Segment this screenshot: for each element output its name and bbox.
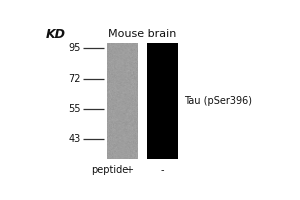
Text: KD: KD bbox=[46, 28, 66, 41]
Text: peptide: peptide bbox=[91, 165, 128, 175]
Text: +: + bbox=[125, 165, 133, 175]
Text: 55: 55 bbox=[68, 104, 80, 114]
Text: Mouse brain: Mouse brain bbox=[108, 29, 176, 39]
Text: 43: 43 bbox=[68, 134, 80, 144]
Text: Tau (pSer396): Tau (pSer396) bbox=[184, 96, 252, 106]
Text: -: - bbox=[160, 165, 164, 175]
Text: 72: 72 bbox=[68, 74, 80, 84]
Text: 95: 95 bbox=[68, 43, 80, 53]
